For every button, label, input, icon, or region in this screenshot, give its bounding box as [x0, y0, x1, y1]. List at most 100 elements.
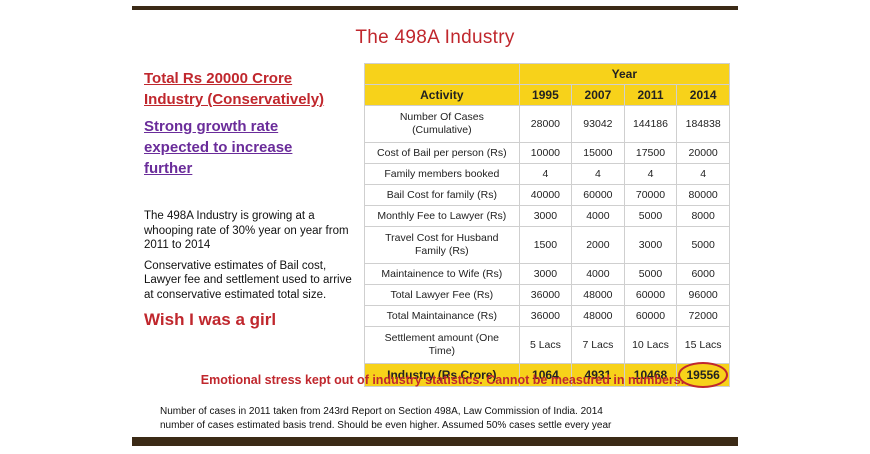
activity-line: Bail Cost for family (Rs)	[386, 188, 497, 201]
value-cell: 36000	[518, 305, 573, 327]
activity-cell: Cost of Bail per person (Rs)	[364, 142, 520, 164]
heading-purple-line-1: Strong growth rate	[144, 118, 279, 135]
value-cell: 60000	[623, 305, 678, 327]
slide-title: The 498A Industry	[355, 27, 515, 48]
value-cell: 10000	[518, 142, 573, 164]
value-cell: 40000	[518, 184, 573, 206]
value-cell: 48000	[571, 305, 625, 327]
value-cell: 96000	[676, 284, 730, 306]
value-cell: 36000	[518, 284, 573, 306]
value-cell: 15 Lacs	[676, 326, 730, 364]
value-cell: 93042	[571, 105, 625, 143]
value-cell: 8000	[676, 205, 730, 227]
table-row: Settlement amount (One Time) 5 Lacs 7 Lacs 1…	[364, 326, 730, 364]
total-1995: 1064	[518, 363, 573, 387]
estimates-paragraph: Conservative estimates of Bail cost, Law…	[144, 259, 352, 301]
value-cell: 6000	[676, 263, 730, 285]
activity-line: Number Of Cases	[399, 111, 484, 123]
value-cell: 4	[623, 163, 678, 185]
table-year-row: Year	[364, 63, 731, 85]
total-2014: 19556	[676, 362, 730, 388]
value-cell: 5000	[623, 263, 678, 285]
value-cell: 70000	[623, 184, 678, 206]
activity-cell: Monthly Fee to Lawyer (Rs)	[364, 205, 520, 227]
table-row: Family members booked 4 4 4 4	[364, 163, 730, 185]
value-cell: 60000	[571, 184, 625, 206]
value-cell: 17500	[623, 142, 678, 164]
table-row: Travel Cost for Husband Family (Rs) 1500 20…	[364, 226, 730, 264]
heading-red-line-2: Industry (Conservatively)	[144, 91, 325, 108]
value-cell: 10 Lacs	[623, 326, 678, 364]
activity-line: Family members booked	[384, 167, 500, 180]
value-cell: 3000	[518, 205, 573, 227]
wish-text: Wish I was a girl	[144, 310, 277, 329]
value-cell: 1500	[518, 226, 573, 264]
value-cell: 80000	[676, 184, 730, 206]
activity-line: (Cumulative)	[412, 124, 472, 136]
value-cell: 4	[518, 163, 573, 185]
year-2007-header: 2007	[571, 84, 625, 106]
activity-line: Total Maintainance (Rs)	[386, 309, 497, 322]
activity-line: Cost of Bail per person (Rs)	[377, 146, 507, 159]
total-2007: 4931	[571, 363, 625, 387]
activity-cell: Total Lawyer Fee (Rs)	[364, 284, 520, 306]
value-cell: 15000	[571, 142, 625, 164]
value-cell: 7 Lacs	[571, 326, 625, 364]
value-cell: 28000	[518, 105, 573, 143]
footnote-line-2: number of cases estimated basis trend. S…	[160, 420, 612, 431]
activity-line: Monthly Fee to Lawyer (Rs)	[377, 209, 507, 222]
activity-cell: Family members booked	[364, 163, 520, 185]
value-cell: 5 Lacs	[518, 326, 573, 364]
left-column: Total Rs 20000 Crore Industry (Conservat…	[144, 68, 359, 330]
value-cell: 184838	[676, 105, 730, 143]
emotional-stress-note: Emotional stress kept out of industry st…	[200, 373, 685, 387]
activity-cell: Maintainence to Wife (Rs)	[364, 263, 520, 285]
table-row: Number Of Cases (Cumulative) 28000 93042 144…	[364, 105, 730, 143]
year-2014-header: 2014	[676, 84, 730, 106]
total-label: Industry (Rs Crore)	[364, 363, 520, 387]
table-corner-cell	[364, 63, 520, 85]
total-2011: 10468	[623, 363, 678, 387]
industry-table: Year Activity 1995 2007 2011 2014 Number…	[364, 63, 731, 388]
activity-line: Time)	[428, 345, 456, 357]
top-border-bar	[132, 6, 738, 10]
table-total-row: Industry (Rs Crore) 1064 4931 10468 1955…	[364, 362, 730, 388]
activity-header: Activity	[364, 84, 520, 106]
value-cell: 4000	[571, 205, 625, 227]
value-cell: 144186	[623, 105, 678, 143]
bottom-border-bar	[132, 437, 738, 446]
value-cell: 4	[571, 163, 625, 185]
growth-paragraph: The 498A Industry is growing at a whoopi…	[144, 210, 349, 251]
table-row: Monthly Fee to Lawyer (Rs) 3000 4000 5000 80…	[364, 205, 730, 227]
value-cell: 60000	[623, 284, 678, 306]
value-cell: 4	[676, 163, 730, 185]
activity-line: Travel Cost for Husband	[385, 232, 499, 244]
activity-cell: Settlement amount (One Time)	[364, 326, 520, 364]
table-row: Bail Cost for family (Rs) 40000 60000 70000…	[364, 184, 730, 206]
value-cell: 2000	[571, 226, 625, 264]
table-row: Cost of Bail per person (Rs) 10000 15000 17…	[364, 142, 730, 164]
value-cell: 5000	[676, 226, 730, 264]
table-header-row: Activity 1995 2007 2011 2014	[364, 84, 730, 106]
growth-heading: Strong growth rate expected to increase …	[144, 116, 359, 179]
activity-line: Settlement amount (One	[384, 332, 500, 344]
table-row: Total Maintainance (Rs) 36000 48000 60000 72…	[364, 305, 730, 327]
activity-line: Family (Rs)	[414, 245, 469, 257]
year-header: Year	[518, 63, 731, 85]
value-cell: 4000	[571, 263, 625, 285]
activity-line: Maintainence to Wife (Rs)	[381, 267, 503, 280]
year-2011-header: 2011	[623, 84, 678, 106]
heading-purple-line-2: expected to increase	[144, 139, 293, 156]
value-cell: 3000	[623, 226, 678, 264]
value-cell: 20000	[676, 142, 730, 164]
highlight-circle	[678, 362, 729, 388]
value-cell: 48000	[571, 284, 625, 306]
value-cell: 5000	[623, 205, 678, 227]
activity-cell: Total Maintainance (Rs)	[364, 305, 520, 327]
table-row: Total Lawyer Fee (Rs) 36000 48000 60000 9600…	[364, 284, 730, 306]
total-industry-heading: Total Rs 20000 Crore Industry (Conservat…	[144, 68, 359, 110]
activity-cell: Travel Cost for Husband Family (Rs)	[364, 226, 520, 264]
activity-cell: Bail Cost for family (Rs)	[364, 184, 520, 206]
value-cell: 3000	[518, 263, 573, 285]
heading-purple-line-3: further	[144, 160, 193, 177]
